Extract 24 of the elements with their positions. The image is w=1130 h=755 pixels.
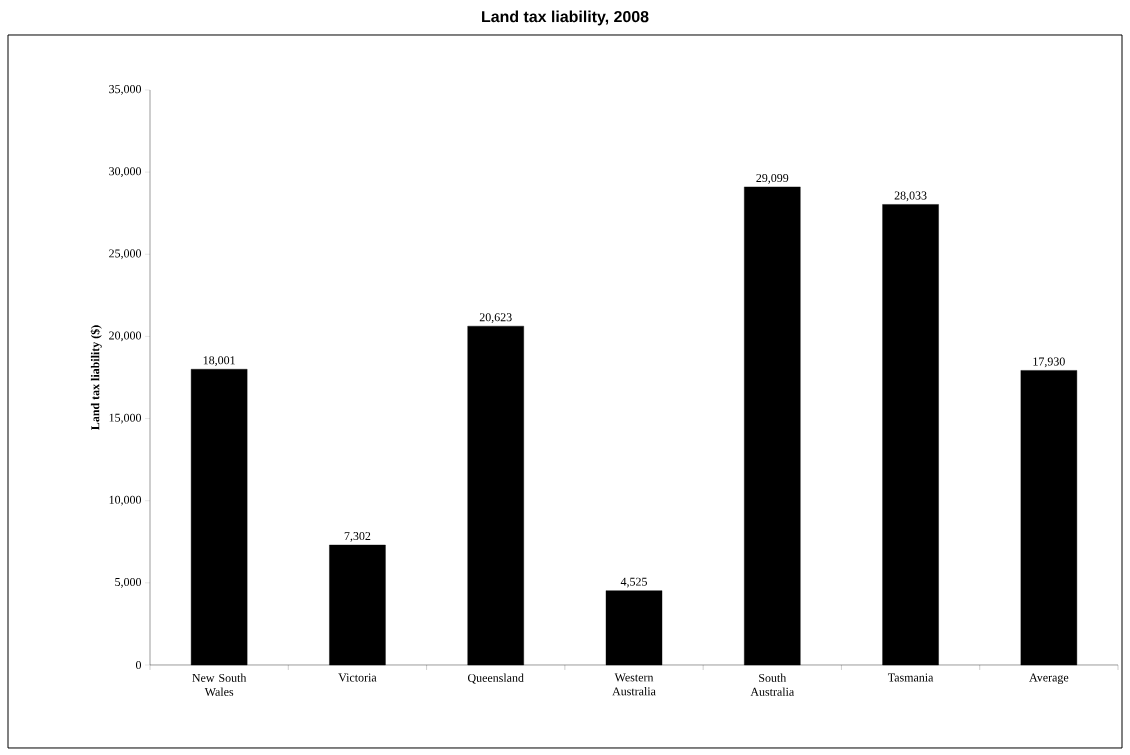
x-tick-label: South Australia xyxy=(750,673,795,696)
y-tick-label: 10,000 xyxy=(109,495,142,506)
chart-title: Land tax liability, 2008 xyxy=(482,10,649,26)
data-label: 4,525 xyxy=(620,577,647,588)
y-tick-label: 0 xyxy=(135,660,142,670)
y-tick-label: 15,000 xyxy=(109,413,142,424)
data-label: 29,099 xyxy=(756,173,789,184)
x-tick-label: Average xyxy=(1029,673,1069,684)
x-tick-label: Victoria xyxy=(338,673,377,682)
data-label: 7,302 xyxy=(344,532,371,542)
x-tick-label: Queensland xyxy=(467,673,524,684)
data-label: 28,033 xyxy=(894,191,927,202)
y-tick-label: 25,000 xyxy=(109,249,142,260)
data-label: 20,623 xyxy=(479,313,512,323)
data-label: 17,930 xyxy=(1033,357,1065,368)
x-tick-label: Tasmania xyxy=(887,673,934,682)
y-tick-label: 35,000 xyxy=(109,85,142,95)
y-tick-label: 5,000 xyxy=(115,577,142,588)
y-tick-label: 30,000 xyxy=(109,167,142,178)
y-axis-title: Land tax liability ($) xyxy=(90,325,102,430)
x-tick-label: Western Australia xyxy=(612,673,656,696)
x-tick-label: New South Wales xyxy=(192,673,247,696)
y-tick-label: 20,000 xyxy=(109,331,142,342)
data-label: 18,001 xyxy=(203,356,235,367)
